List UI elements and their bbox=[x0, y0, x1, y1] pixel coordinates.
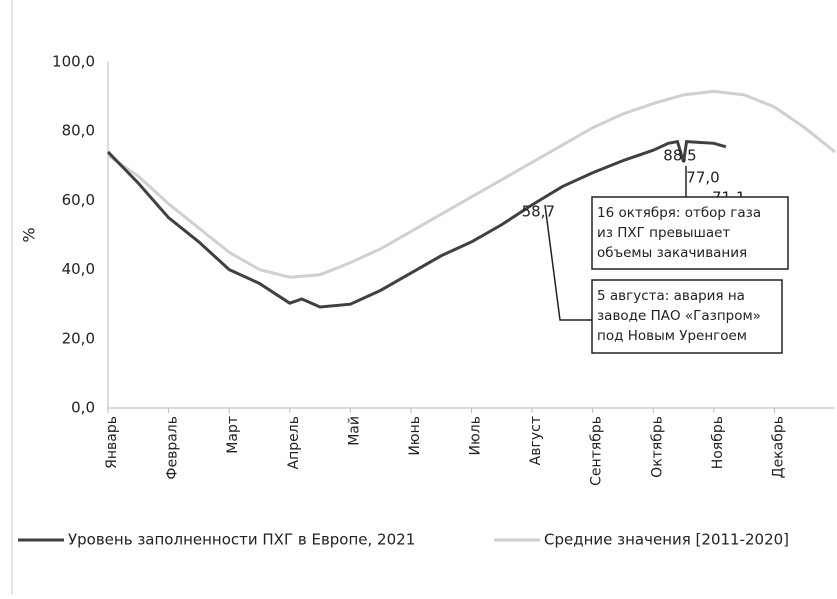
y-tick-label: 0,0 bbox=[71, 399, 95, 417]
callout-text: объемы закачивания bbox=[597, 245, 747, 261]
callout-text: под Новым Уренгоем bbox=[597, 328, 747, 344]
y-tick-label: 80,0 bbox=[62, 122, 95, 140]
x-tick-label: Июнь bbox=[407, 416, 423, 456]
y-axis-label: % bbox=[20, 227, 39, 242]
x-tick-label: Февраль bbox=[165, 416, 181, 480]
callout-box bbox=[591, 196, 789, 270]
callout-text: заводе ПАО «Газпром» bbox=[597, 308, 761, 324]
x-tick-label: Октябрь bbox=[649, 416, 665, 478]
x-tick-label: Апрель bbox=[286, 416, 302, 469]
x-tick-label: Сентябрь bbox=[589, 416, 605, 486]
y-tick-label: 100,0 bbox=[52, 53, 95, 71]
x-tick-label: Декабрь bbox=[770, 416, 786, 478]
x-tick-label: Январь bbox=[104, 416, 120, 469]
callout-box bbox=[591, 279, 783, 354]
x-tick-label: Июль bbox=[468, 416, 484, 455]
annotation: 88,5 bbox=[663, 147, 696, 165]
annotation: 58,7 bbox=[522, 203, 555, 221]
y-tick-label: 20,0 bbox=[62, 329, 95, 347]
x-tick-label: Май bbox=[346, 416, 362, 446]
x-tick-label: Март bbox=[225, 416, 241, 454]
x-tick-label: Ноябрь bbox=[710, 416, 726, 469]
connector bbox=[544, 204, 592, 321]
x-tick-label: Август bbox=[528, 416, 544, 465]
callout-text: 16 октября: отбор газа bbox=[597, 205, 761, 221]
series-line bbox=[107, 89, 836, 279]
y-tick-label: 60,0 bbox=[62, 191, 95, 209]
annotation: 77,0 bbox=[686, 169, 719, 187]
series-line bbox=[106, 139, 727, 309]
y-tick-label: 40,0 bbox=[62, 260, 95, 278]
callout-text: 5 августа: авария на bbox=[597, 288, 745, 304]
legend-label: Средние значения [2011-2020] bbox=[544, 531, 789, 549]
callout-text: из ПХГ превышает bbox=[597, 225, 730, 241]
legend-label: Уровень заполненности ПХГ в Европе, 2021 bbox=[68, 531, 415, 549]
